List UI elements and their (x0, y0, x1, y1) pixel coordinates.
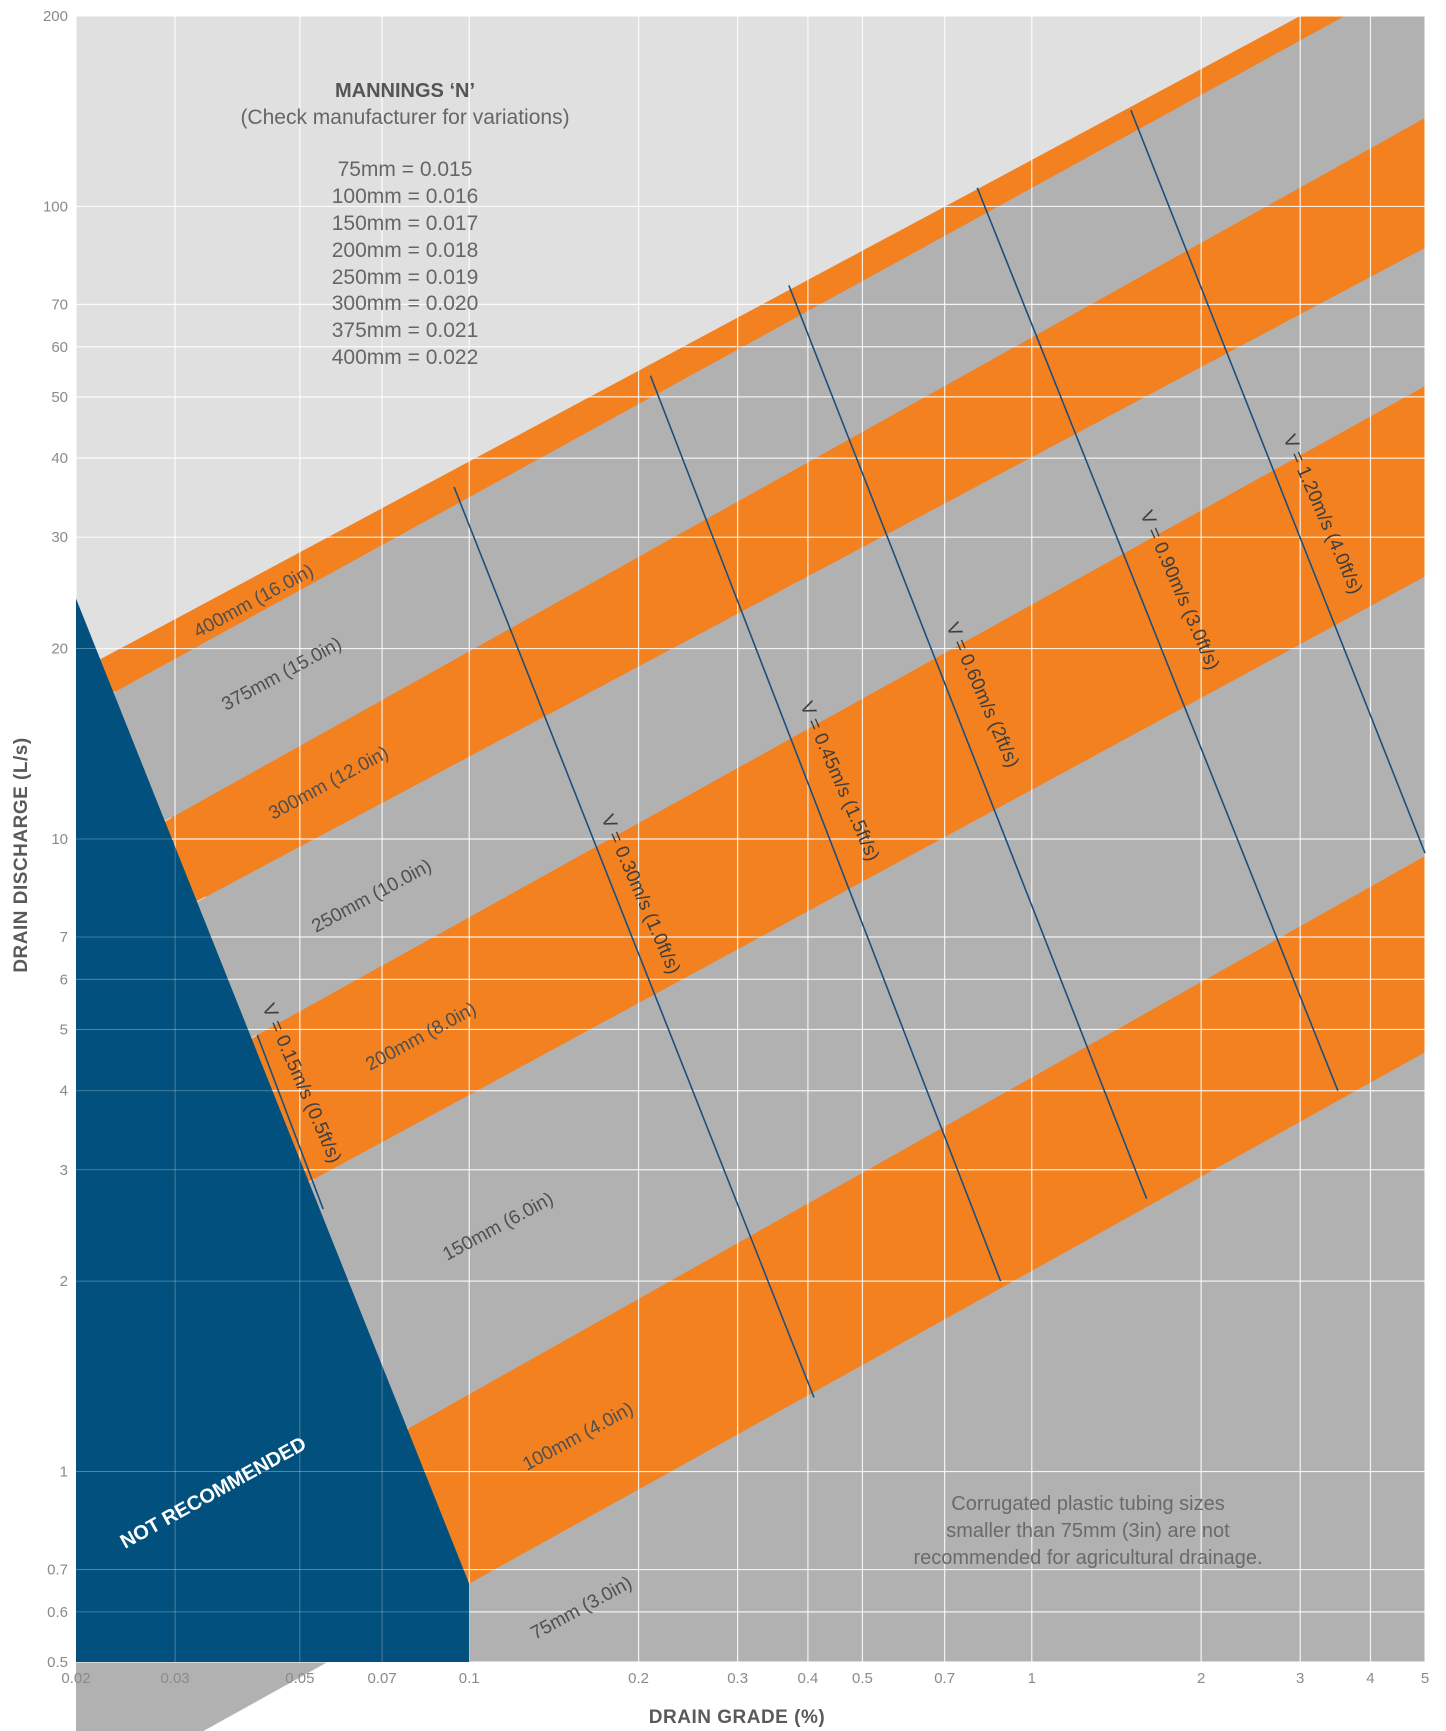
x-tick-label: 0.2 (628, 1670, 649, 1687)
x-tick-label: 0.07 (367, 1670, 396, 1687)
y-tick-label: 2 (60, 1273, 68, 1290)
y-tick-label: 5 (60, 1021, 68, 1038)
x-tick-label: 0.03 (160, 1670, 189, 1687)
velocity-line (1130, 109, 1426, 854)
x-tick-label: 5 (1421, 1670, 1429, 1687)
y-tick-label: 10 (51, 831, 68, 848)
mannings-value: 100mm = 0.016 (332, 185, 479, 208)
y-axis-title: DRAIN DISCHARGE (L/s) (11, 737, 32, 972)
velocity-line (976, 187, 1339, 1092)
x-tick-label: 4 (1366, 1670, 1374, 1687)
y-tick-label: 70 (51, 296, 68, 313)
mannings-value: 200mm = 0.018 (332, 239, 479, 262)
velocity-line (649, 375, 1002, 1282)
y-tick-label: 6 (60, 971, 68, 988)
x-tick-label: 0.4 (797, 1670, 818, 1687)
y-tick-label: 20 (51, 641, 68, 658)
y-tick-label: 200 (43, 8, 68, 25)
x-tick-label: 3 (1296, 1670, 1304, 1687)
mannings-value: 300mm = 0.020 (332, 292, 479, 315)
velocity-line (788, 285, 1148, 1199)
x-tick-label: 0.02 (61, 1670, 90, 1687)
note-line: Corrugated plastic tubing sizes (951, 1493, 1224, 1515)
mannings-value: 75mm = 0.015 (338, 158, 473, 181)
velocity-line (453, 486, 815, 1398)
x-axis-title: DRAIN GRADE (%) (649, 1707, 825, 1728)
small-tubing-note: Corrugated plastic tubing sizes smaller … (913, 1493, 1262, 1569)
y-tick-label: 1 (60, 1464, 68, 1481)
y-tick-label: 4 (60, 1083, 68, 1100)
x-tick-label: 0.1 (459, 1670, 480, 1687)
x-tick-label: 0.5 (852, 1670, 873, 1687)
y-tick-label: 40 (51, 450, 68, 467)
note-line: smaller than 75mm (3in) are not (946, 1520, 1230, 1542)
y-tick-label: 100 (43, 198, 68, 215)
mannings-legend: MANNINGS ‘N’ (Check manufacturer for var… (240, 80, 569, 369)
y-tick-label: 0.5 (47, 1654, 68, 1671)
y-tick-label: 30 (51, 529, 68, 546)
y-tick-label: 60 (51, 339, 68, 356)
not-recommended-region (76, 598, 470, 1662)
mannings-value: 400mm = 0.022 (332, 346, 479, 369)
velocity-line (256, 1034, 324, 1210)
pipe-band-75mm (76, 1052, 1425, 1731)
mannings-value: 150mm = 0.017 (332, 212, 479, 235)
x-tick-label: 0.3 (727, 1670, 748, 1687)
mannings-value: 375mm = 0.021 (332, 319, 479, 342)
x-tick-label: 2 (1197, 1670, 1205, 1687)
x-tick-label: 0.05 (285, 1670, 314, 1687)
y-tick-label: 7 (60, 929, 68, 946)
y-tick-label: 0.6 (47, 1604, 68, 1621)
x-tick-label: 1 (1028, 1670, 1036, 1687)
y-tick-label: 0.7 (47, 1562, 68, 1579)
note-line: recommended for agricultural drainage. (913, 1547, 1262, 1569)
mannings-title: MANNINGS ‘N’ (335, 80, 475, 102)
y-tick-label: 50 (51, 389, 68, 406)
mannings-subtitle: (Check manufacturer for variations) (240, 106, 569, 129)
x-tick-label: 0.7 (934, 1670, 955, 1687)
mannings-value: 250mm = 0.019 (332, 266, 479, 289)
y-tick-label: 3 (60, 1162, 68, 1179)
